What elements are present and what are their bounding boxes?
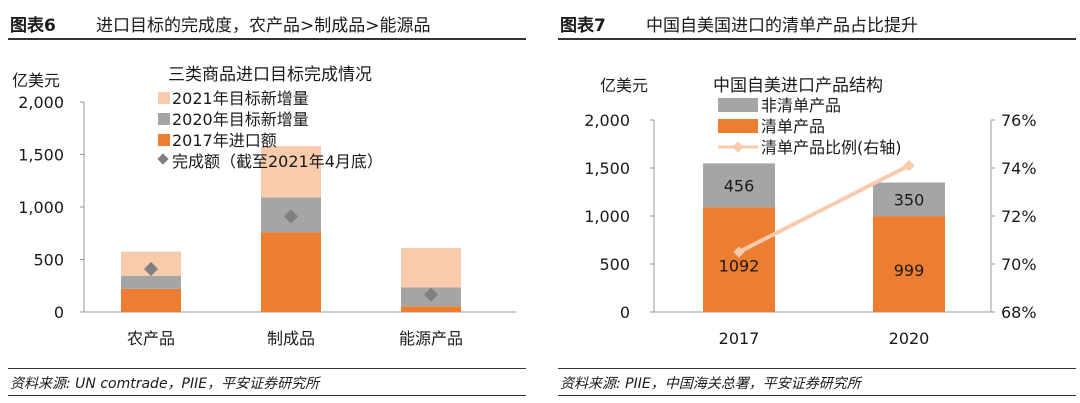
bar-segment [261, 146, 321, 198]
y-tick-label: 0 [620, 303, 630, 322]
x-tick-label: 2017 [719, 329, 760, 348]
stacked-bar-line-chart: 亿美元 中国自美进口产品结构 2,000 1,500 1,000 500 0 76% 74% 72… [584, 76, 1037, 348]
bar-segment [121, 275, 181, 289]
bar-segment [121, 288, 181, 312]
legend-label: 2020年目标新增量 [172, 110, 309, 129]
y-axis-unit: 亿美元 [12, 71, 60, 90]
legend-swatch [158, 134, 170, 146]
figure-label: 图表6 [10, 16, 56, 36]
legend-label: 完成额（截至2021年4月底） [172, 152, 383, 171]
completion-marker [423, 287, 439, 302]
bar-value-label: 1092 [719, 257, 760, 276]
legend-swatch [718, 98, 758, 112]
completion-marker [143, 261, 159, 277]
y2-tick-label: 70% [1001, 255, 1037, 274]
stacked-bar-chart: 亿美元 三类商品进口目标完成情况 2,000 1,500 1,000 500 0 农产品 制成品… [12, 65, 516, 348]
y-tick-label: 500 [33, 251, 64, 270]
bar-segment [873, 216, 945, 312]
figure-footer: 资料来源: UN comtrade，PIIE，平安证券研究所 [8, 368, 526, 396]
bar-segment [873, 182, 945, 217]
y-tick-label: 0 [54, 303, 64, 322]
x-tick-label: 农产品 [127, 329, 175, 348]
x-tick-label: 2020 [889, 329, 930, 348]
bar-segment [401, 247, 461, 288]
y-tick-label: 2,000 [584, 111, 630, 130]
y-tick-label: 1,500 [18, 146, 64, 165]
y-tick-label: 1,500 [584, 159, 630, 178]
completion-marker [283, 209, 299, 224]
legend-swatch [718, 119, 758, 133]
legend-label: 2021年目标新增量 [172, 89, 309, 108]
ratio-line [738, 163, 910, 254]
legend-swatch [158, 92, 170, 104]
legend-marker [157, 153, 169, 165]
bar-segment [703, 207, 775, 312]
figure-footer: 资料来源: PIIE，中国海关总署，平安证券研究所 [558, 368, 1076, 396]
source-note: 资料来源: PIIE，中国海关总署，平安证券研究所 [560, 376, 861, 392]
chart-panel-left: 图表6 进口目标的完成度，农产品>制成品>能源品 亿美元 三类商品进口目标完成情况… [8, 0, 526, 403]
bar-value-label: 456 [724, 176, 755, 195]
ratio-point [903, 159, 915, 172]
figure-header: 图表7 中国自美国进口的清单产品占比提升 [558, 6, 1076, 40]
legend-label: 清单产品比例(右轴) [761, 138, 902, 157]
legend-label: 2017年进口额 [172, 131, 277, 150]
y-tick-label: 2,000 [18, 93, 64, 112]
chart-title: 中国自美进口产品结构 [713, 76, 883, 96]
figure-label: 图表7 [560, 16, 606, 36]
y-tick-label: 500 [599, 255, 630, 274]
figure-header: 图表6 进口目标的完成度，农产品>制成品>能源品 [8, 6, 526, 40]
bar-segment [401, 306, 461, 312]
figure-title: 进口目标的完成度，农产品>制成品>能源品 [96, 16, 431, 36]
legend-swatch [158, 113, 170, 125]
y-axis-unit: 亿美元 [600, 76, 648, 95]
legend-label: 非清单产品 [761, 96, 841, 115]
legend-label: 清单产品 [761, 117, 825, 136]
y2-tick-label: 76% [1001, 111, 1037, 130]
legend-marker [732, 141, 744, 153]
bar-value-label: 350 [894, 190, 925, 209]
chart-title: 三类商品进口目标完成情况 [168, 65, 372, 85]
bar-value-label: 999 [894, 261, 925, 280]
x-tick-label: 能源产品 [399, 329, 463, 348]
bar-segment [703, 163, 775, 208]
y2-tick-label: 68% [1001, 303, 1037, 322]
y2-tick-label: 72% [1001, 207, 1037, 226]
source-note: 资料来源: UN comtrade，PIIE，平安证券研究所 [10, 376, 320, 392]
chart-panel-right: 图表7 中国自美国进口的清单产品占比提升 亿美元 中国自美进口产品结构 2,000 1… [558, 0, 1076, 403]
figure-title: 中国自美国进口的清单产品占比提升 [646, 16, 918, 36]
y-tick-label: 1,000 [18, 198, 64, 217]
bar-segment [261, 232, 321, 312]
y-tick-label: 1,000 [584, 207, 630, 226]
x-tick-label: 制成品 [267, 329, 315, 348]
ratio-point [733, 246, 745, 258]
y2-tick-label: 74% [1001, 159, 1037, 178]
